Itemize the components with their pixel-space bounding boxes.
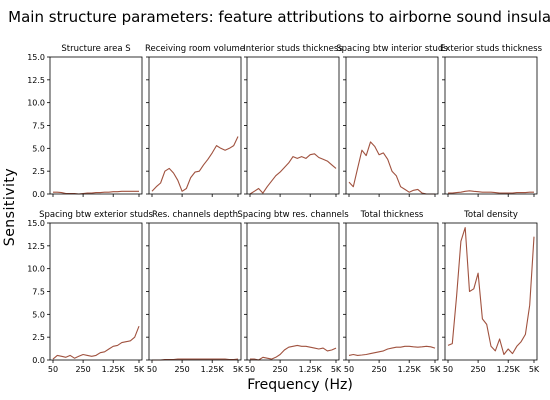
y-tick-label: 5.0 xyxy=(32,144,45,153)
panels: Structure area S 0.0 2.5 5.0 7.5 10.0 12.5 15.0… xyxy=(27,44,542,374)
series-line xyxy=(348,141,435,195)
panel-title: Interior studs thickness xyxy=(243,44,343,54)
series-line xyxy=(152,358,239,361)
y-tick-label: 7.5 xyxy=(32,122,45,131)
panel-1: Structure area S 0.0 2.5 5.0 7.5 10.0 12.5 15.0 xyxy=(27,44,143,199)
panel-frame xyxy=(444,56,538,195)
x-tick-label: 50 xyxy=(443,365,453,374)
x-tick-label: 1.25K xyxy=(299,365,323,374)
y-tick-label: 15.0 xyxy=(27,53,45,62)
x-tick-label: 5K xyxy=(233,365,244,374)
panel-5: Exterior studs thickness xyxy=(440,44,543,197)
x-tick-label: 250 xyxy=(272,365,287,374)
figure-title: Main structure parameters: feature attri… xyxy=(8,8,550,26)
x-tick-label: 1.25K xyxy=(497,365,521,374)
x-tick-label: 5K xyxy=(134,365,145,374)
panel-title: Total density xyxy=(463,210,518,220)
panel-title: Spacing btw res. channels xyxy=(237,210,349,220)
y-axis-label: Sensitivity xyxy=(2,168,18,246)
panel-frame xyxy=(148,56,242,195)
y-tick-label: 10.0 xyxy=(27,99,45,108)
x-tick-label: 5K xyxy=(529,365,540,374)
y-tick-label: 10.0 xyxy=(27,265,45,274)
x-tick-label: 1.25K xyxy=(398,365,422,374)
panel-4: Spacing btw interior studs xyxy=(336,44,448,197)
panel-frame xyxy=(246,222,340,361)
panel-7: Res. channels depth 50 250 1.25K 5K xyxy=(146,210,244,374)
x-tick-label: 1.25K xyxy=(102,365,126,374)
series-line xyxy=(348,345,436,356)
panel-3: Interior studs thickness xyxy=(243,44,343,197)
panel-frame xyxy=(345,56,439,195)
y-tick-label: 5.0 xyxy=(32,310,45,319)
panel-title: Total thickness xyxy=(360,210,424,220)
x-axis-label: Frequency (Hz) xyxy=(247,377,353,393)
panel-frame xyxy=(148,222,242,361)
panel-6: Spacing btw exterior studs 0.0 2.5 5.0 7.5 10… xyxy=(27,210,153,374)
x-tick-label: 5K xyxy=(331,365,342,374)
panel-8: Spacing btw res. channels 50 250 1.25K 5K xyxy=(237,210,349,374)
x-tick-label: 250 xyxy=(75,365,90,374)
y-tick-label: 2.5 xyxy=(32,167,45,176)
x-tick-label: 5K xyxy=(430,365,441,374)
series-line xyxy=(249,153,337,195)
series-line xyxy=(448,190,534,194)
y-tick-label: 15.0 xyxy=(27,219,45,228)
y-tick-label: 12.5 xyxy=(27,242,45,251)
panel-frame xyxy=(49,56,143,195)
panel-frame xyxy=(246,56,340,195)
panel-title: Exterior studs thickness xyxy=(440,44,543,54)
x-tick-label: 50 xyxy=(147,365,157,374)
x-tick-label: 1.25K xyxy=(201,365,225,374)
panel-title: Structure area S xyxy=(61,44,130,54)
panel-frame xyxy=(444,222,538,361)
y-tick-label: 12.5 xyxy=(27,76,45,85)
panel-title: Spacing btw interior studs xyxy=(336,44,448,54)
series-line xyxy=(52,325,140,360)
series-line xyxy=(151,136,239,192)
x-tick-label: 50 xyxy=(245,365,255,374)
y-tick-label: 0.0 xyxy=(32,356,45,365)
panel-title: Receiving room volume xyxy=(145,44,245,54)
x-tick-label: 50 xyxy=(48,365,58,374)
panel-frame xyxy=(345,222,439,361)
series-line xyxy=(250,344,337,361)
y-tick-label: 7.5 xyxy=(32,288,45,297)
x-tick-label: 250 xyxy=(371,365,386,374)
x-tick-label: 250 xyxy=(174,365,189,374)
x-tick-label: 50 xyxy=(344,365,354,374)
panel-2: Receiving room volume xyxy=(145,44,245,197)
panel-frame xyxy=(49,222,143,361)
panel-title: Res. channels depth xyxy=(152,210,238,220)
y-tick-label: 2.5 xyxy=(32,333,45,342)
y-tick-label: 0.0 xyxy=(32,190,45,199)
panel-10: Total density 50 250 1.25K 5K xyxy=(442,210,540,374)
series-line xyxy=(53,190,139,195)
x-tick-label: 250 xyxy=(470,365,485,374)
series-line xyxy=(447,227,535,356)
panel-9: Total thickness 50 250 1.25K 5K xyxy=(343,210,441,374)
panel-title: Spacing btw exterior studs xyxy=(39,210,153,220)
